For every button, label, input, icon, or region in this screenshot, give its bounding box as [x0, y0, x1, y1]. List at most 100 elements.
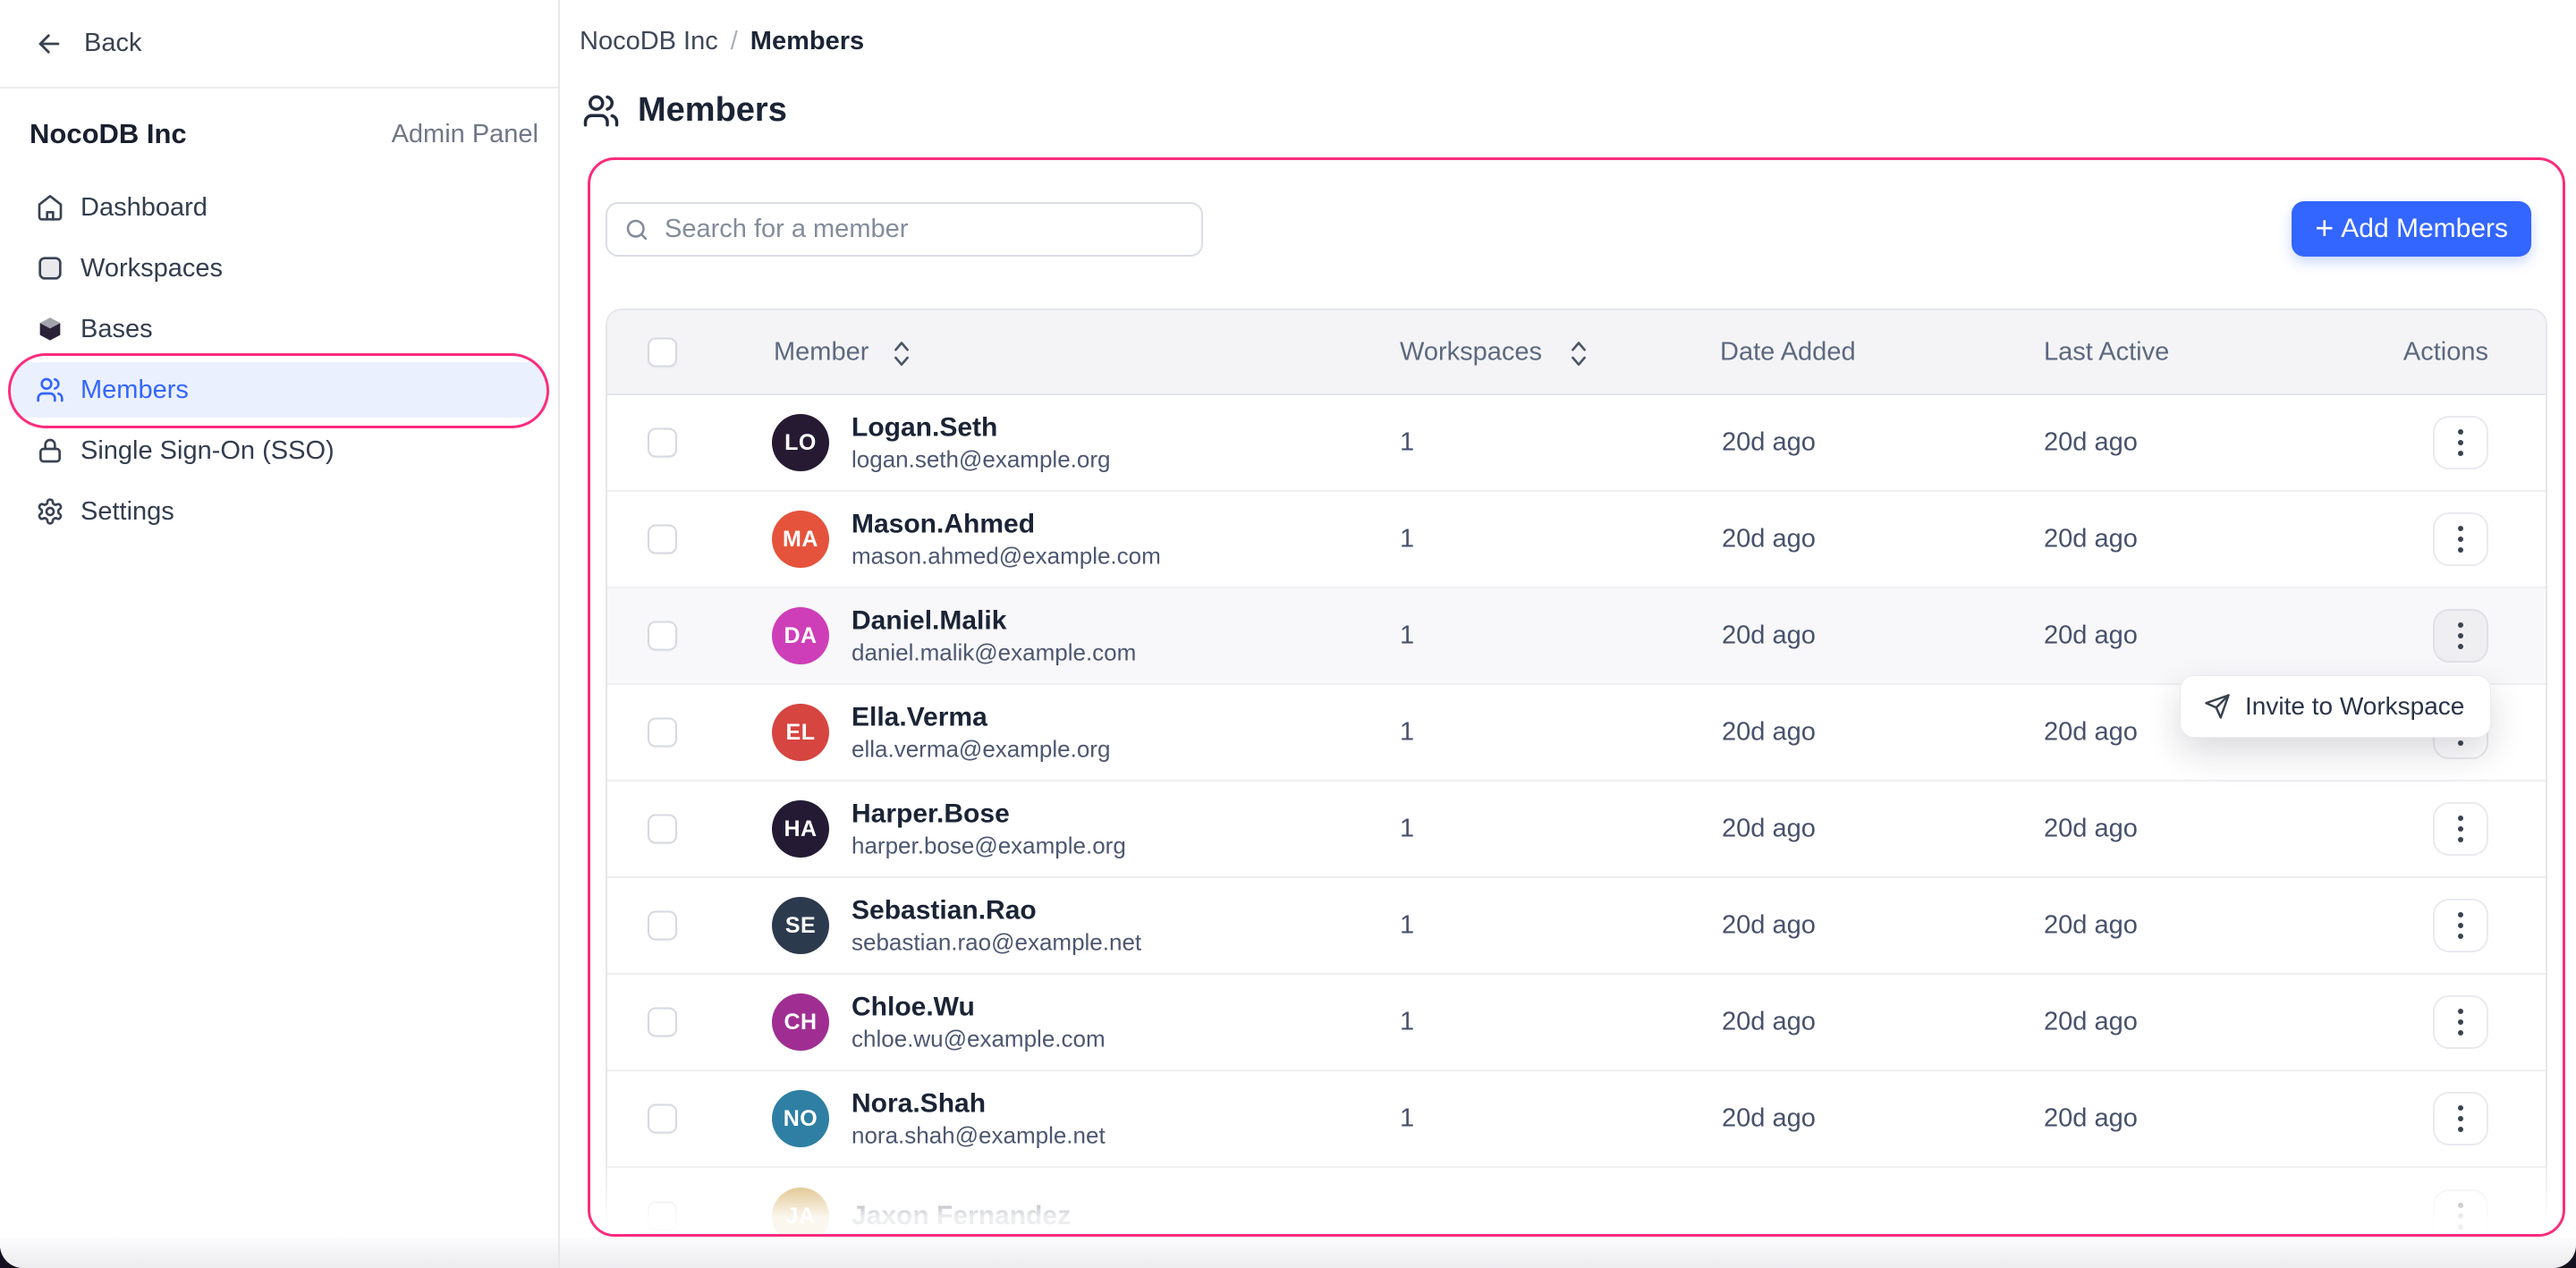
plus-icon: +	[2315, 208, 2334, 246]
member-identity: Ella.Verma ella.verma@example.org	[852, 702, 1111, 763]
back-button[interactable]: Back	[0, 0, 558, 89]
send-icon	[2204, 693, 2231, 720]
page-title-row: Members	[582, 91, 787, 130]
row-checkbox[interactable]	[648, 1007, 677, 1037]
avatar: NO	[772, 1090, 829, 1147]
arrow-left-icon	[34, 29, 64, 59]
back-label: Back	[84, 29, 142, 57]
sidebar-divider	[558, 0, 560, 1268]
member-name: Nora.Shah	[852, 1088, 987, 1119]
row-checkbox[interactable]	[648, 621, 677, 651]
row-checkbox[interactable]	[648, 1201, 677, 1231]
member-search	[606, 202, 1203, 257]
select-all-checkbox[interactable]	[648, 337, 677, 367]
member-email: nora.shah@example.net	[852, 1121, 1106, 1149]
breadcrumb-org[interactable]: NocoDB Inc	[580, 27, 718, 55]
member-name: Harper.Bose	[852, 799, 1010, 829]
workspaces-count: 1	[1400, 1007, 1415, 1036]
member-name: Chloe.Wu	[852, 992, 975, 1022]
row-actions-button[interactable]	[2433, 1189, 2488, 1234]
table-body: LO Logan.Seth logan.seth@example.org 1 20d a…	[607, 395, 2546, 1234]
search-input[interactable]	[663, 214, 1185, 245]
row-actions-button[interactable]	[2433, 995, 2488, 1049]
last-active: 20d ago	[2044, 1103, 2138, 1133]
member-email: ella.verma@example.org	[852, 735, 1111, 763]
member-name: Mason.Ahmed	[852, 509, 1036, 539]
main-content: NocoDB Inc / Members Members + Add Membe…	[559, 0, 2576, 1268]
add-members-button[interactable]: + Add Members	[2292, 201, 2531, 257]
date-added: 20d ago	[1722, 910, 1816, 940]
member-identity: Daniel.Malik daniel.malik@example.com	[852, 605, 1137, 666]
table-row: SE Sebastian.Rao sebastian.rao@example.net…	[607, 878, 2546, 975]
row-checkbox[interactable]	[648, 427, 677, 458]
row-checkbox[interactable]	[648, 910, 677, 941]
members-icon	[36, 376, 64, 404]
org-name: NocoDB Inc	[30, 118, 187, 149]
sort-icon[interactable]	[1569, 338, 1589, 367]
row-checkbox[interactable]	[648, 1103, 677, 1134]
date-added: 20d ago	[1722, 1007, 1816, 1036]
avatar: SE	[772, 897, 829, 954]
sidebar-item-workspaces[interactable]: Workspaces	[13, 241, 546, 296]
last-active: 20d ago	[2044, 717, 2138, 747]
row-checkbox[interactable]	[648, 814, 677, 844]
table-row: CH Chloe.Wu chloe.wu@example.com 1 20d ago 20…	[607, 975, 2546, 1071]
avatar: EL	[772, 704, 829, 761]
lock-icon	[36, 436, 64, 465]
members-table: Member Workspaces Date Added Last Active…	[606, 309, 2547, 1234]
sidebar: Back NocoDB Inc Admin Panel Dashboard Wor…	[0, 0, 558, 1268]
avatar: MA	[772, 511, 829, 568]
footer-strip	[0, 1238, 2576, 1268]
members-icon	[582, 92, 620, 130]
date-added: 20d ago	[1722, 524, 1816, 554]
sidebar-item-label: Workspaces	[80, 253, 224, 283]
sidebar-item-label: Settings	[80, 496, 174, 526]
table-row: HA Harper.Bose harper.bose@example.org 1 20d…	[607, 782, 2546, 878]
row-actions-button[interactable]	[2433, 512, 2488, 566]
member-email: sebastian.rao@example.net	[852, 928, 1142, 956]
avatar: CH	[772, 993, 829, 1051]
table-row: JA Jaxon Fernandez	[607, 1168, 2546, 1234]
page-title: Members	[638, 91, 787, 129]
row-actions-button[interactable]	[2433, 609, 2488, 663]
invite-to-workspace-menu-item[interactable]: Invite to Workspace	[2180, 675, 2491, 738]
row-checkbox[interactable]	[648, 524, 677, 554]
member-name: Ella.Verma	[852, 702, 987, 732]
breadcrumb: NocoDB Inc / Members	[580, 27, 864, 56]
table-row: MA Mason.Ahmed mason.ahmed@example.com 1 20d…	[607, 492, 2546, 588]
last-active: 20d ago	[2044, 524, 2138, 554]
sidebar-item-single-sign-on-sso[interactable]: Single Sign-On (SSO)	[13, 423, 546, 478]
row-actions-button[interactable]	[2433, 1092, 2488, 1145]
date-added: 20d ago	[1722, 1103, 1816, 1133]
last-active: 20d ago	[2044, 1007, 2138, 1036]
member-email: mason.ahmed@example.com	[852, 542, 1161, 570]
workspaces-count: 1	[1400, 1103, 1415, 1133]
sidebar-item-settings[interactable]: Settings	[13, 484, 546, 539]
base-icon	[36, 315, 64, 343]
column-header-date-added: Date Added	[1720, 337, 1856, 366]
member-identity: Mason.Ahmed mason.ahmed@example.com	[852, 511, 1161, 568]
last-active: 20d ago	[2044, 621, 2138, 650]
sidebar-item-bases[interactable]: Bases	[13, 301, 546, 357]
last-active: 20d ago	[2044, 814, 2138, 843]
invite-to-workspace-label: Invite to Workspace	[2245, 692, 2465, 720]
member-identity: Jaxon Fernandez	[852, 1203, 1071, 1230]
member-email: daniel.malik@example.com	[852, 638, 1137, 666]
row-actions-button[interactable]	[2433, 899, 2488, 952]
column-header-workspaces[interactable]: Workspaces	[1400, 337, 1543, 366]
sidebar-item-dashboard[interactable]: Dashboard	[13, 180, 546, 235]
member-name: Daniel.Malik	[852, 605, 1007, 636]
row-checkbox[interactable]	[648, 717, 677, 748]
sort-icon[interactable]	[892, 338, 911, 367]
add-members-label: Add Members	[2341, 214, 2508, 243]
member-name: Sebastian.Rao	[852, 895, 1037, 926]
home-icon	[36, 193, 64, 222]
sidebar-item-members[interactable]: Members	[13, 362, 546, 418]
sidebar-item-label: Members	[80, 375, 189, 404]
table-row: LO Logan.Seth logan.seth@example.org 1 20d a…	[607, 395, 2546, 492]
avatar: DA	[772, 607, 829, 664]
row-actions-button[interactable]	[2433, 416, 2488, 469]
row-actions-button[interactable]	[2433, 802, 2488, 856]
column-header-member[interactable]: Member	[774, 337, 869, 366]
